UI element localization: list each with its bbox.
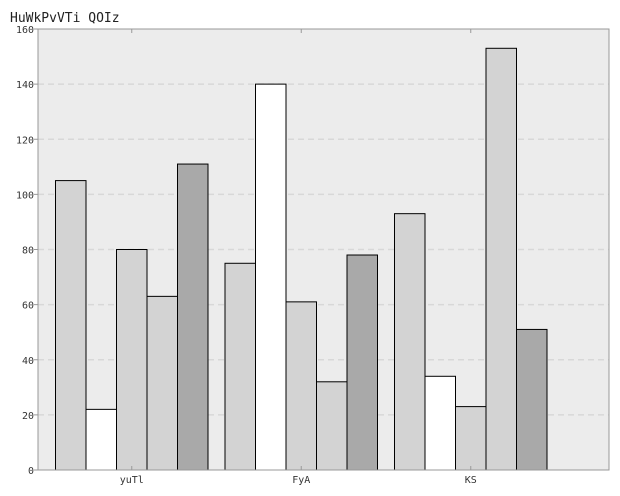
- bar: [285, 301, 317, 471]
- x-axis: yuTl FyA KS: [120, 29, 477, 486]
- y-tick-label: 40: [22, 356, 34, 367]
- y-tick-label: 0: [28, 466, 34, 477]
- bar: [455, 406, 487, 471]
- y-tick-label: 20: [22, 411, 34, 422]
- bar: [255, 83, 287, 471]
- bar: [394, 213, 426, 471]
- y-tick-label: 100: [16, 190, 34, 201]
- bars: [55, 47, 548, 471]
- bar: [316, 381, 348, 471]
- bar: [55, 180, 87, 471]
- y-tick-label: 80: [22, 246, 34, 257]
- y-tick-label: 120: [16, 135, 34, 146]
- y-tick-label: 60: [22, 301, 34, 312]
- x-tick-label: KS: [465, 475, 477, 486]
- bar: [224, 262, 256, 471]
- y-tick-label: 160: [16, 25, 34, 36]
- y-axis: 0 20 40 60 80 100 120 140 160: [16, 25, 38, 477]
- bar: [424, 375, 456, 471]
- x-tick-label: FyA: [292, 475, 310, 486]
- bar: [485, 47, 517, 471]
- y-tick-label: 140: [16, 80, 34, 91]
- bar: [146, 295, 178, 471]
- bar: [177, 163, 209, 471]
- bar: [346, 254, 378, 471]
- bar: [516, 328, 548, 471]
- x-tick-label: yuTl: [120, 475, 144, 486]
- bar: [85, 408, 117, 471]
- chart-title: HuWkPvVTi QOIz: [10, 11, 120, 26]
- bar: [116, 249, 148, 471]
